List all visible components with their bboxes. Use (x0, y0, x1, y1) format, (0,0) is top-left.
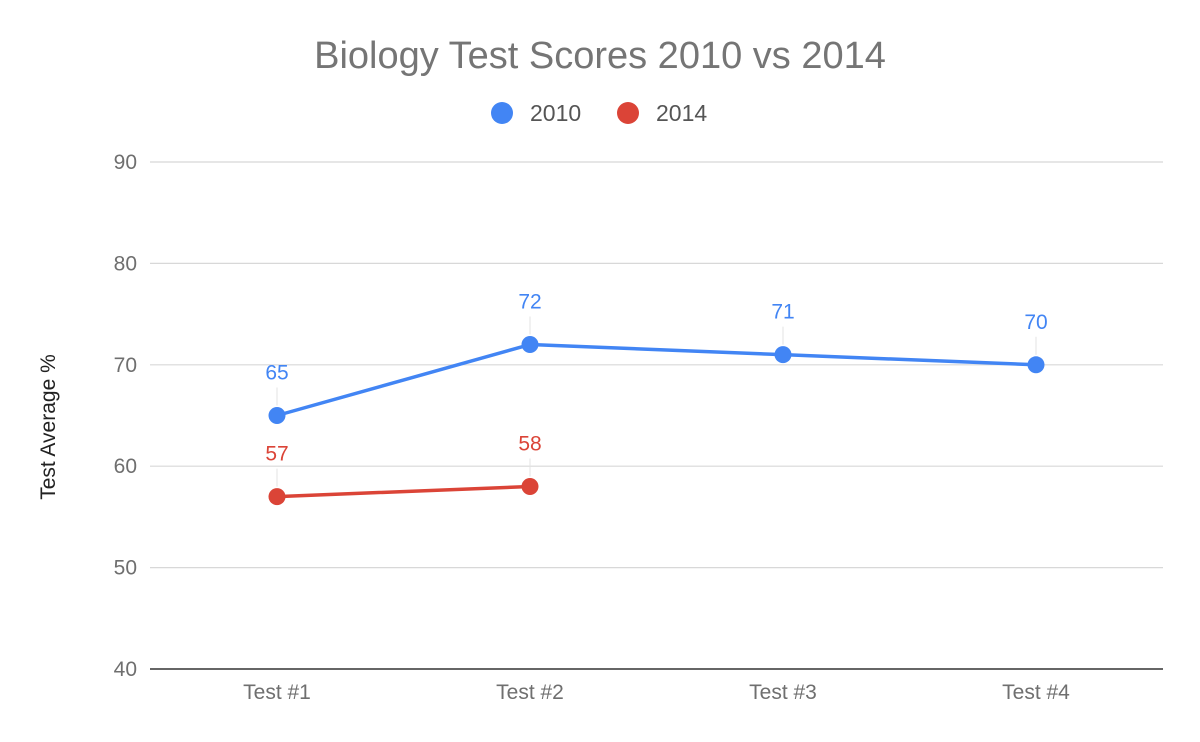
series-line-2014 (275, 484, 532, 499)
data-label-2010: 70 (1024, 311, 1047, 334)
data-points (268, 336, 1045, 506)
chart-title: Biology Test Scores 2010 vs 2014 (314, 35, 886, 77)
y-tick-label: 50 (114, 557, 137, 580)
data-point-2014[interactable] (521, 477, 539, 495)
y-tick-label: 60 (114, 455, 137, 478)
y-tick-label: 90 (114, 151, 137, 174)
y-axis-title: Test Average % (37, 354, 60, 500)
y-tick-label: 80 (114, 252, 137, 275)
series-lines (275, 342, 1038, 499)
data-label-2014: 57 (265, 443, 288, 466)
data-label-leaders (276, 316, 1037, 487)
x-tick-label: Test #1 (243, 681, 311, 704)
x-tick-label: Test #4 (1002, 681, 1070, 704)
legend-label-2014: 2014 (656, 100, 707, 126)
data-label-2010: 71 (771, 301, 794, 324)
legend-item-2014[interactable]: 2014 (617, 100, 707, 126)
legend-label-2010: 2010 (530, 100, 581, 126)
x-axis-ticks: Test #1 Test #2 Test #3 Test #4 (243, 681, 1070, 704)
x-tick-label: Test #3 (749, 681, 817, 704)
legend-marker-2010 (491, 102, 513, 124)
gridlines (150, 161, 1163, 670)
data-point-2014[interactable] (268, 488, 286, 506)
data-label-2010: 65 (265, 362, 288, 385)
data-point-2010[interactable] (521, 336, 539, 354)
data-point-2010[interactable] (774, 346, 792, 364)
x-tick-label: Test #2 (496, 681, 564, 704)
y-axis-ticks: 40 50 60 70 80 90 (114, 151, 137, 681)
series-line-2010 (275, 342, 1038, 418)
legend-marker-2014 (617, 102, 639, 124)
data-label-2014: 58 (518, 432, 541, 455)
data-point-2010[interactable] (268, 407, 286, 424)
y-tick-label: 40 (114, 658, 137, 681)
data-label-2010: 72 (518, 291, 541, 314)
y-tick-label: 70 (114, 354, 137, 377)
data-point-2010[interactable] (1027, 356, 1045, 374)
data-labels: 65 72 71 70 57 58 (265, 291, 1047, 466)
legend-item-2010[interactable]: 2010 (491, 100, 581, 126)
legend: 2010 2014 (491, 100, 707, 126)
